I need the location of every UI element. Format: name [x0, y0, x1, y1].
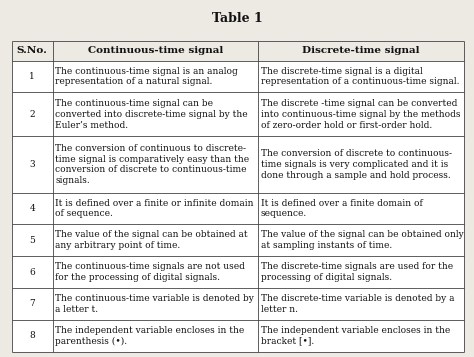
- Bar: [53, 61, 258, 92]
- Text: The continuous-time variable is denoted by
a letter t.: The continuous-time variable is denoted …: [55, 294, 254, 314]
- Bar: [12, 92, 53, 136]
- Bar: [53, 92, 258, 136]
- Text: The continuous-time signal is an analog
representation of a natural signal.: The continuous-time signal is an analog …: [55, 67, 238, 86]
- Bar: [258, 41, 464, 61]
- Text: It is defined over a finite or infinite domain
of sequence.: It is defined over a finite or infinite …: [55, 199, 254, 218]
- Text: The discrete-time signals are used for the
processing of digital signals.: The discrete-time signals are used for t…: [261, 262, 453, 282]
- Text: The independent variable encloses in the
bracket [•].: The independent variable encloses in the…: [261, 326, 450, 346]
- Text: 5: 5: [29, 236, 35, 245]
- Bar: [258, 320, 464, 352]
- Text: The conversion of discrete to continuous-
time signals is very complicated and i: The conversion of discrete to continuous…: [261, 149, 452, 180]
- Bar: [53, 225, 258, 256]
- Text: It is defined over a finite domain of
sequence.: It is defined over a finite domain of se…: [261, 199, 423, 218]
- Text: Discrete-time signal: Discrete-time signal: [302, 46, 419, 55]
- Text: Table 1: Table 1: [211, 12, 263, 25]
- Text: The conversion of continuous to discrete-
time signal is comparatively easy than: The conversion of continuous to discrete…: [55, 144, 249, 185]
- Bar: [258, 136, 464, 193]
- Bar: [12, 320, 53, 352]
- Bar: [258, 256, 464, 288]
- Text: The continuous-time signals are not used
for the processing of digital signals.: The continuous-time signals are not used…: [55, 262, 245, 282]
- Bar: [258, 92, 464, 136]
- Text: The value of the signal can be obtained at
any arbitrary point of time.: The value of the signal can be obtained …: [55, 231, 248, 250]
- Bar: [12, 136, 53, 193]
- Text: 4: 4: [29, 204, 35, 213]
- Bar: [53, 41, 258, 61]
- Bar: [12, 61, 53, 92]
- Bar: [53, 136, 258, 193]
- Bar: [258, 61, 464, 92]
- Text: The independent variable encloses in the
parenthesis (•).: The independent variable encloses in the…: [55, 326, 245, 346]
- Bar: [12, 193, 53, 225]
- Text: S.No.: S.No.: [17, 46, 47, 55]
- Text: 8: 8: [29, 331, 35, 340]
- Bar: [12, 256, 53, 288]
- Bar: [12, 225, 53, 256]
- Bar: [53, 288, 258, 320]
- Bar: [53, 193, 258, 225]
- Text: The discrete-time signal is a digital
representation of a continuous-time signal: The discrete-time signal is a digital re…: [261, 67, 459, 86]
- Text: The discrete -time signal can be converted
into continuous-time signal by the me: The discrete -time signal can be convert…: [261, 99, 460, 130]
- Text: 2: 2: [29, 110, 35, 119]
- Bar: [12, 288, 53, 320]
- Bar: [53, 256, 258, 288]
- Text: The continuous-time signal can be
converted into discrete-time signal by the
Eul: The continuous-time signal can be conver…: [55, 99, 248, 130]
- Bar: [12, 41, 53, 61]
- Text: 7: 7: [29, 300, 35, 308]
- Bar: [53, 320, 258, 352]
- Text: The discrete-time variable is denoted by a
letter n.: The discrete-time variable is denoted by…: [261, 294, 455, 314]
- Bar: [258, 288, 464, 320]
- Bar: [258, 193, 464, 225]
- Text: Continuous-time signal: Continuous-time signal: [88, 46, 223, 55]
- Text: 3: 3: [29, 160, 35, 169]
- Bar: [258, 225, 464, 256]
- Text: 6: 6: [29, 268, 35, 277]
- Text: The value of the signal can be obtained only
at sampling instants of time.: The value of the signal can be obtained …: [261, 231, 464, 250]
- Text: 1: 1: [29, 72, 35, 81]
